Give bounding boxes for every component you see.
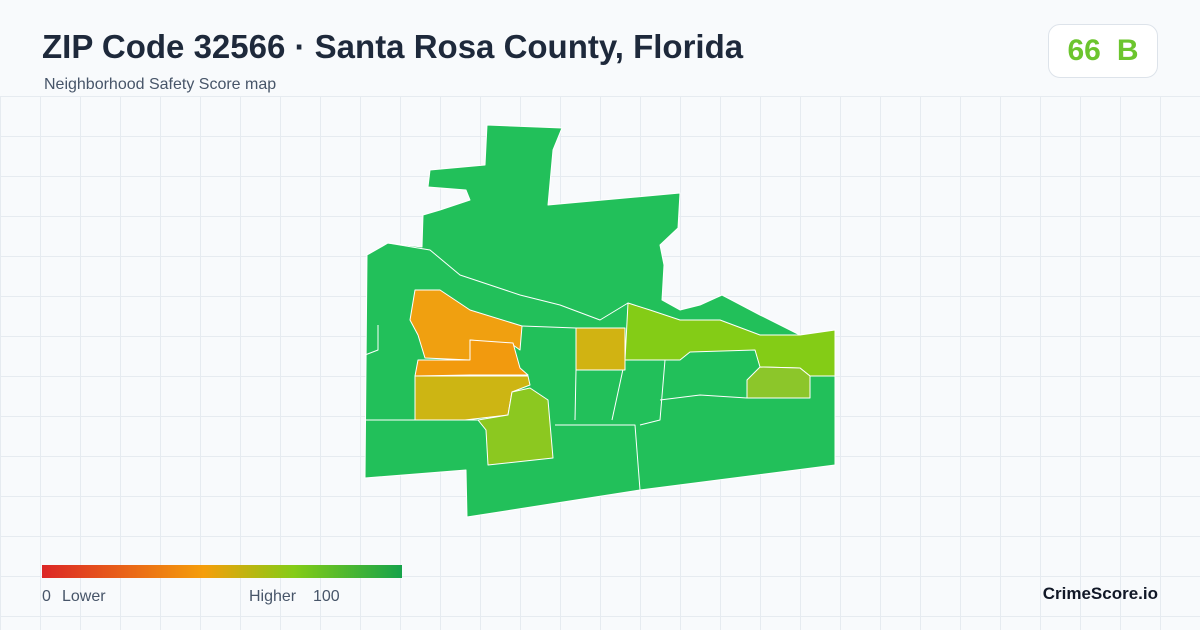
score: 66: [1067, 34, 1101, 67]
subtitle: Neighborhood Safety Score map: [44, 76, 277, 93]
legend-min-label: Lower: [62, 588, 106, 605]
legend-max-label: Higher: [249, 588, 297, 605]
region: [575, 327, 626, 371]
legend-gradient: [42, 565, 402, 578]
region: [414, 339, 529, 377]
score-badge: 66 B: [1048, 24, 1158, 78]
header: [0, 0, 1200, 96]
region: [477, 387, 554, 466]
legend-max: 100: [313, 588, 340, 605]
brand: CrimeScore.io: [1042, 584, 1158, 603]
title: ZIP Code 32566 · Santa Rosa County, Flor…: [42, 28, 744, 65]
region: [387, 242, 629, 321]
region: [624, 302, 836, 377]
region: [746, 366, 811, 399]
legend-min: 0: [42, 588, 51, 605]
grade: B: [1116, 34, 1139, 67]
